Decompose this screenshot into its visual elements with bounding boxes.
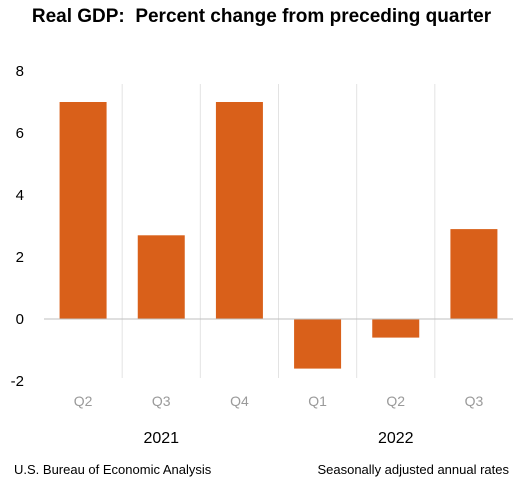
chart-title: Real GDP: Percent change from preceding … <box>31 6 492 27</box>
y-tick-label: 6 <box>16 125 24 142</box>
x-tick-label: Q1 <box>308 393 327 409</box>
year-group-label: 2022 <box>378 430 414 447</box>
y-tick-label: -2 <box>11 373 24 390</box>
year-group-label: 2021 <box>143 430 179 447</box>
x-tick-label: Q3 <box>152 393 171 409</box>
bar <box>294 319 342 369</box>
y-tick-label: 0 <box>16 311 24 328</box>
rates-note: Seasonally adjusted annual rates <box>317 462 509 477</box>
bar <box>215 102 263 319</box>
x-tick-label: Q2 <box>74 393 93 409</box>
y-tick-label: 2 <box>16 249 24 266</box>
x-tick-label: Q3 <box>465 393 484 409</box>
x-tick-label: Q2 <box>386 393 405 409</box>
bar <box>59 102 107 319</box>
y-tick-label: 4 <box>16 187 24 204</box>
x-tick-label: Q4 <box>230 393 249 409</box>
bar <box>137 235 185 319</box>
bar <box>450 229 498 319</box>
bar <box>372 319 420 338</box>
y-tick-label: 8 <box>16 63 24 80</box>
source-note: U.S. Bureau of Economic Analysis <box>14 462 212 477</box>
